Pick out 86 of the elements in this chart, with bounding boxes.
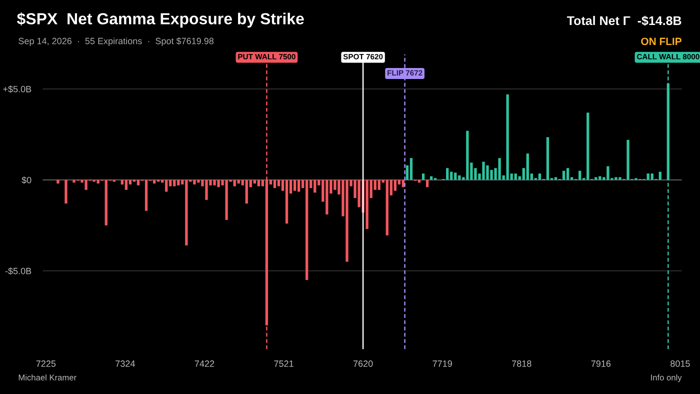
bar bbox=[506, 94, 509, 180]
bar bbox=[466, 130, 469, 180]
bar bbox=[498, 158, 501, 180]
text: Total Net Γ -$14.8B bbox=[566, 16, 682, 26]
bar bbox=[326, 180, 328, 214]
bar bbox=[554, 177, 558, 180]
bar bbox=[64, 180, 68, 204]
bar bbox=[594, 177, 598, 180]
bar bbox=[217, 180, 220, 188]
bar bbox=[450, 172, 453, 180]
bar bbox=[562, 170, 566, 180]
bar bbox=[237, 180, 240, 184]
bar bbox=[482, 162, 485, 180]
bar bbox=[152, 180, 156, 184]
bar bbox=[297, 180, 300, 192]
bar bbox=[386, 180, 388, 236]
x-tick-label: 7422 bbox=[194, 360, 214, 367]
bar bbox=[346, 180, 348, 262]
bar bbox=[410, 158, 413, 180]
bar bbox=[658, 172, 662, 180]
bar bbox=[185, 180, 188, 246]
bar bbox=[96, 180, 100, 184]
bar bbox=[285, 180, 288, 224]
bar bbox=[606, 166, 610, 180]
bar bbox=[193, 180, 196, 184]
x-tick-label: 7818 bbox=[512, 360, 532, 367]
bar bbox=[144, 180, 148, 211]
bar bbox=[490, 170, 493, 180]
bar bbox=[314, 180, 316, 193]
bar bbox=[104, 180, 108, 226]
bar bbox=[306, 180, 308, 280]
bar bbox=[213, 180, 216, 186]
bar bbox=[446, 168, 449, 180]
bar bbox=[293, 180, 296, 191]
bar bbox=[124, 180, 128, 190]
bar bbox=[618, 177, 622, 180]
bar bbox=[233, 180, 236, 186]
text: Michael Kramer bbox=[18, 374, 76, 380]
x-tick-label: 7521 bbox=[274, 360, 294, 367]
bar bbox=[526, 154, 529, 180]
bar bbox=[426, 180, 429, 188]
bar bbox=[578, 170, 582, 180]
y-tick-label: +$5.0B bbox=[3, 86, 32, 93]
text: ON FLIP bbox=[641, 38, 682, 46]
x-tick-label: 8015 bbox=[670, 360, 690, 367]
bar bbox=[422, 174, 425, 180]
bar bbox=[72, 180, 76, 183]
bar bbox=[205, 180, 208, 200]
y-tick-label: $0 bbox=[22, 176, 32, 184]
bar bbox=[84, 180, 88, 190]
bar bbox=[257, 180, 260, 186]
bar bbox=[136, 180, 140, 186]
x-tick-label: 7719 bbox=[432, 360, 452, 367]
x-tick-label: 7916 bbox=[591, 360, 611, 367]
chart-title: $SPX Net Gamma Exposure by Strike bbox=[17, 12, 304, 28]
bar bbox=[598, 176, 602, 180]
bar bbox=[273, 180, 276, 188]
bar bbox=[538, 174, 542, 180]
bar bbox=[245, 180, 248, 204]
bar bbox=[177, 180, 180, 186]
bar bbox=[378, 180, 380, 190]
y-tick-label: -$5.0B bbox=[5, 267, 32, 275]
bar bbox=[650, 174, 654, 180]
bar bbox=[165, 180, 168, 192]
bar bbox=[614, 177, 618, 180]
x-tick-label: 7324 bbox=[116, 360, 135, 367]
bar bbox=[486, 165, 489, 180]
bar bbox=[586, 112, 590, 180]
bar bbox=[646, 174, 650, 180]
bar bbox=[56, 180, 60, 184]
bar bbox=[173, 180, 176, 186]
chart-subtitle: Sep 14, 2026 · 55 Expirations · Spot $7619.98 bbox=[18, 37, 214, 46]
x-tick-label: 7225 bbox=[36, 360, 56, 367]
bar bbox=[253, 180, 256, 184]
bar bbox=[197, 180, 200, 183]
bar bbox=[366, 180, 368, 230]
bar bbox=[566, 168, 570, 180]
bar bbox=[430, 176, 433, 180]
text: Info only bbox=[651, 374, 682, 382]
bar bbox=[626, 140, 630, 180]
bar bbox=[225, 180, 228, 220]
bar bbox=[546, 137, 550, 180]
x-tick-label: 7620 bbox=[353, 360, 373, 367]
bar bbox=[458, 175, 461, 180]
bar bbox=[454, 172, 457, 180]
bar bbox=[514, 174, 517, 180]
